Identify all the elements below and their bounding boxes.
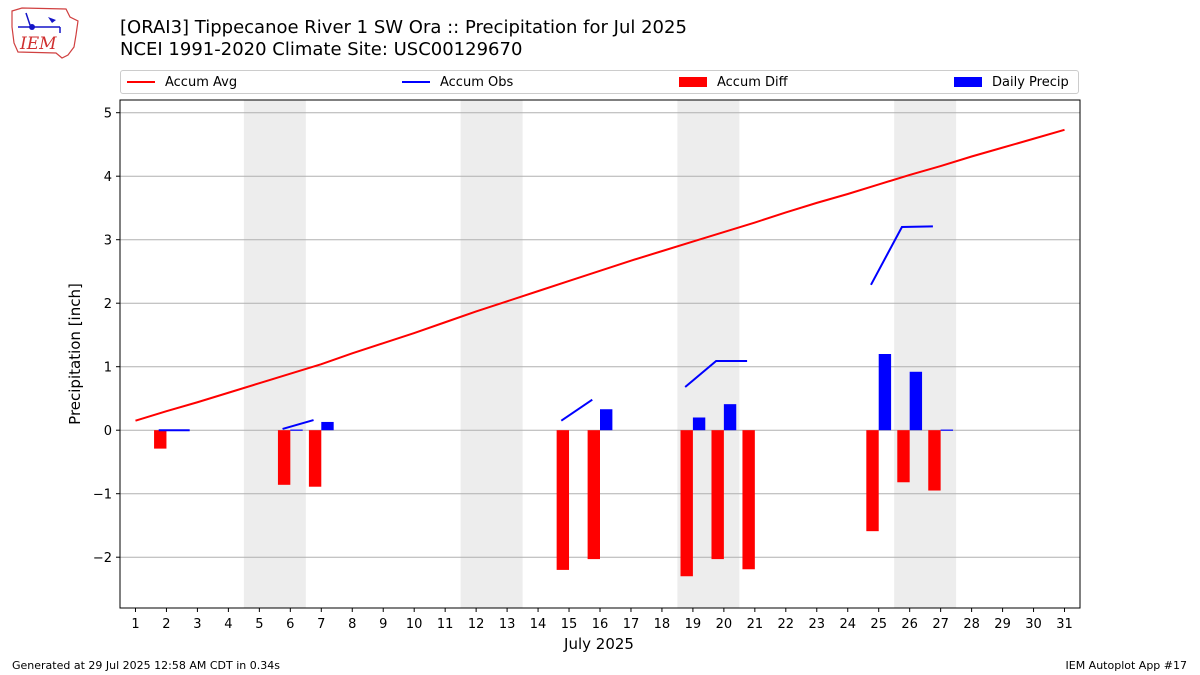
x-axis-ticks: 1 2 3 4 5 6 7 8 9 10 11 12 13 14 15 16 17 18 19 20 21 22 23 24 2… [131, 608, 1073, 632]
accum-obs-segment [282, 419, 314, 430]
y-tick-label: −1 [93, 488, 112, 503]
y-tick-label: 2 [104, 297, 112, 312]
x-tick-label: 27 [932, 617, 949, 632]
legend-label-daily-precip: Daily Precip [992, 74, 1069, 90]
accum-obs-segment [560, 398, 593, 422]
weekend-shading [243, 100, 957, 608]
x-tick-label: 18 [654, 617, 671, 632]
x-tick-label: 12 [468, 617, 485, 632]
weekend-band [894, 100, 957, 608]
x-tick-label: 23 [809, 617, 826, 632]
x-tick-label: 8 [348, 617, 356, 632]
x-tick-label: 20 [716, 617, 733, 632]
x-tick-label: 16 [592, 617, 609, 632]
daily-precip-bar [692, 417, 706, 431]
accum-diff-bar [154, 430, 167, 449]
accum-diff-bar [556, 430, 570, 570]
legend-label-accum-avg: Accum Avg [165, 74, 238, 90]
x-tick-label: 4 [224, 617, 232, 632]
legend-swatch-accum-avg [127, 81, 155, 83]
y-tick-label: 5 [104, 107, 112, 122]
x-tick-label: 30 [1025, 617, 1042, 632]
daily-precip-bar [290, 429, 303, 431]
chart-subtitle: NCEI 1991-2020 Climate Site: USC00129670 [120, 39, 523, 60]
x-tick-label: 15 [561, 617, 578, 632]
x-tick-label: 11 [437, 617, 454, 632]
daily-precip-bar [321, 421, 334, 431]
accum-obs-segment [870, 225, 933, 286]
x-tick-label: 25 [870, 617, 887, 632]
x-tick-label: 3 [193, 617, 201, 632]
accum-diff-bar [742, 430, 755, 570]
legend-swatch-accum-diff [679, 77, 707, 87]
accum-avg-line [135, 128, 1065, 422]
svg-text:IEM: IEM [19, 34, 57, 54]
generated-timestamp: Generated at 29 Jul 2025 12:58 AM CDT in… [12, 659, 280, 672]
x-tick-label: 24 [839, 617, 856, 632]
x-tick-label: 29 [994, 617, 1011, 632]
daily-precip-bar [909, 371, 923, 431]
x-tick-label: 17 [623, 617, 640, 632]
accum-diff-bar [587, 430, 600, 560]
x-tick-label: 28 [963, 617, 980, 632]
x-tick-label: 10 [406, 617, 423, 632]
x-tick-label: 26 [901, 617, 918, 632]
legend-swatch-daily-precip [954, 77, 982, 87]
app-credit: IEM Autoplot App #17 [1065, 659, 1188, 672]
daily-precip-bar [878, 354, 892, 431]
y-tick-label: −2 [93, 551, 112, 566]
x-tick-label: 13 [499, 617, 516, 632]
x-tick-label: 14 [530, 617, 547, 632]
x-tick-label: 21 [747, 617, 764, 632]
y-tick-label: 1 [104, 361, 112, 376]
x-tick-label: 31 [1056, 617, 1073, 632]
chart-legend: Accum Avg Accum Obs Accum Diff Daily Pre… [120, 70, 1079, 94]
weekend-band [243, 100, 306, 608]
x-tick-label: 7 [317, 617, 325, 632]
y-axis-label: Precipitation [inch] [66, 283, 84, 425]
iem-logo: IEM [11, 7, 79, 59]
x-axis-label: July 2025 [563, 635, 634, 653]
accum-diff-bar [897, 430, 910, 483]
x-tick-label: 22 [778, 617, 795, 632]
weekend-band [460, 100, 523, 608]
chart-title: [ORAI3] Tippecanoe River 1 SW Ora :: Pre… [120, 17, 687, 38]
accum-diff-bar [308, 430, 322, 487]
x-tick-label: 2 [162, 617, 170, 632]
x-tick-label: 1 [131, 617, 139, 632]
accum-avg-series-line [135, 128, 1065, 422]
legend-item-accum-avg: Accum Avg [127, 71, 237, 93]
x-tick-label: 6 [286, 617, 294, 632]
accum-diff-bar [680, 430, 693, 577]
accum-diff-bar [928, 430, 941, 491]
accum-diff-bars [154, 430, 941, 577]
y-axis-ticks: −2 −1 0 1 2 3 4 5 [93, 107, 120, 566]
x-tick-label: 19 [685, 617, 702, 632]
accum-obs-segment [684, 359, 748, 388]
accum-diff-bar [866, 430, 879, 532]
daily-precip-bars [166, 354, 954, 431]
legend-swatch-accum-obs [402, 81, 430, 83]
daily-precip-bar [600, 409, 613, 431]
accum-diff-bar [711, 430, 724, 560]
legend-label-accum-obs: Accum Obs [440, 74, 514, 90]
legend-label-accum-diff: Accum Diff [717, 74, 788, 90]
legend-item-accum-diff: Accum Diff [679, 71, 788, 93]
y-tick-label: 0 [104, 424, 112, 439]
daily-precip-bar [940, 429, 954, 431]
x-tick-label: 9 [379, 617, 387, 632]
accum-obs-lines [158, 225, 933, 432]
daily-precip-bar [723, 404, 737, 431]
legend-item-daily-precip: Daily Precip [954, 71, 1069, 93]
y-tick-label: 3 [104, 234, 112, 249]
legend-item-accum-obs: Accum Obs [402, 71, 513, 93]
y-tick-label: 4 [104, 170, 112, 185]
x-tick-label: 5 [255, 617, 263, 632]
accum-diff-bar [277, 430, 291, 485]
